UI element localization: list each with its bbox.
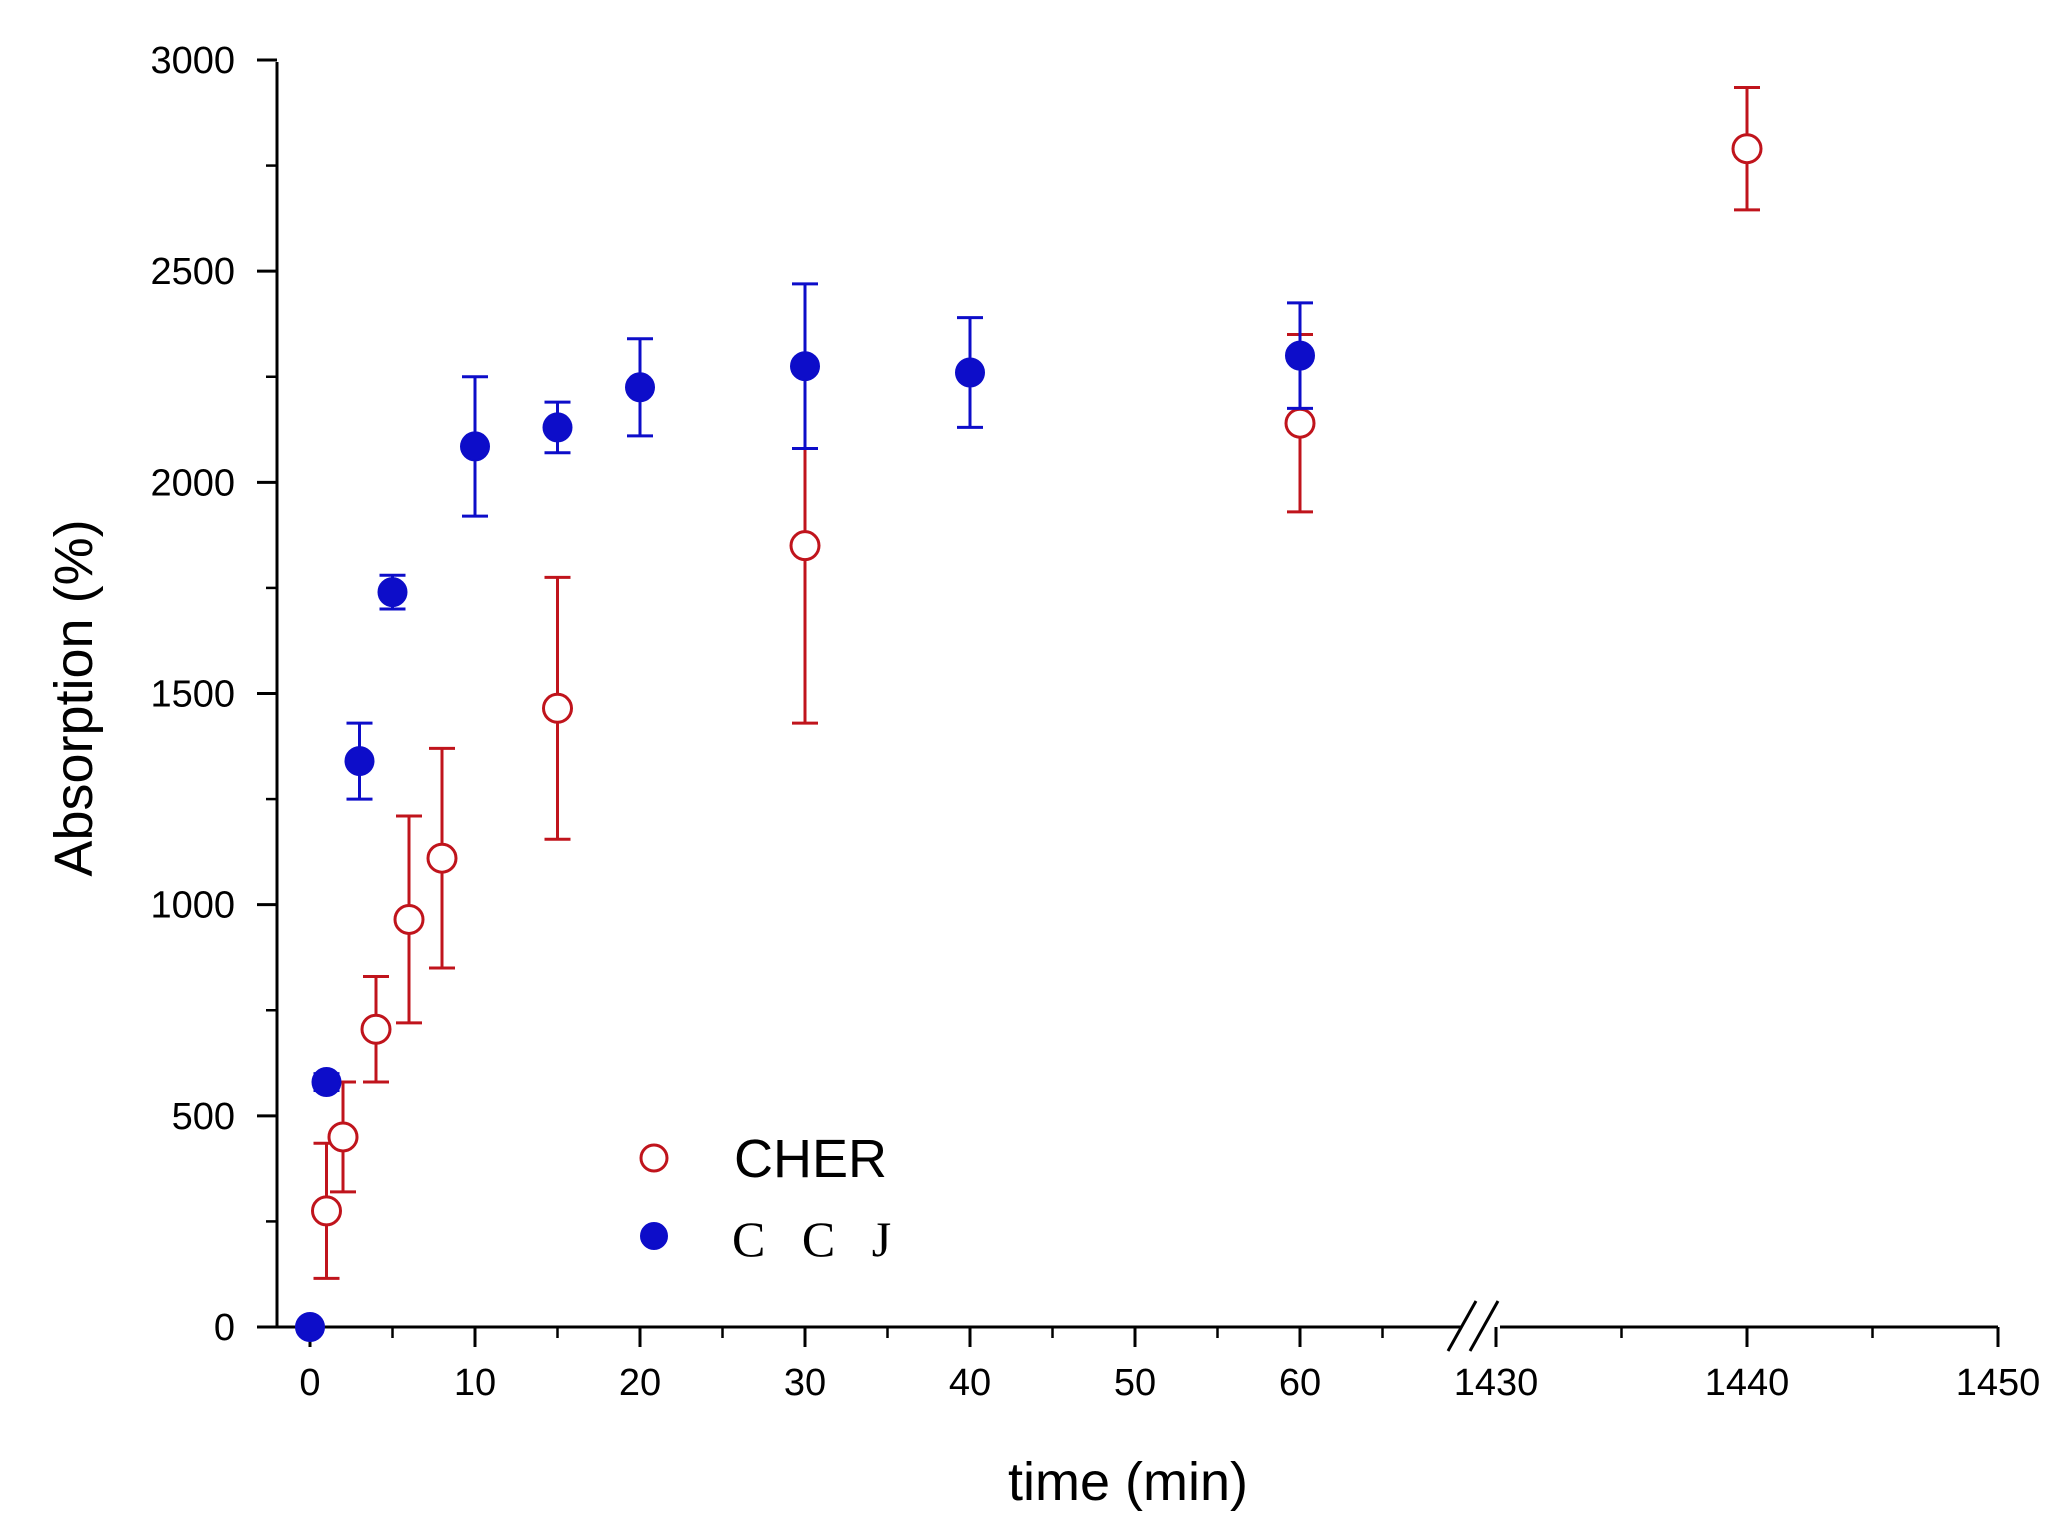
data-point [344, 746, 375, 777]
data-point [426, 842, 458, 874]
data-point [542, 412, 573, 443]
legend-label-cher: CHER [734, 1129, 887, 1189]
data-point [377, 577, 408, 608]
legend: CHER C C J [639, 1129, 903, 1267]
data-point [1284, 407, 1316, 439]
x-tick-label: 20 [619, 1362, 661, 1404]
x-tick-label: 1440 [1705, 1362, 1790, 1404]
data-point [789, 530, 821, 562]
y-tick-label: 0 [214, 1307, 235, 1349]
data-point [542, 692, 573, 724]
y-axis-ticks: 0 500 1000 1500 2000 2500 3000 [150, 40, 277, 1349]
x-tick-label: 60 [1279, 1362, 1321, 1404]
data-point [393, 903, 425, 935]
data-point [1285, 340, 1315, 371]
series-ccj [295, 282, 1315, 1342]
data-point [955, 357, 985, 388]
x-tick-label: 50 [1114, 1362, 1156, 1404]
data-point [790, 351, 820, 382]
data-point [311, 1067, 342, 1098]
axis-break-mark [1446, 1300, 1478, 1352]
data-series [295, 85, 1763, 1342]
x-tick-label: 1430 [1454, 1362, 1539, 1404]
y-tick-label: 2000 [150, 462, 235, 504]
legend-marker-cher [639, 1143, 669, 1173]
axis-break-mark [1468, 1300, 1500, 1352]
axes [275, 62, 1998, 1352]
data-point [295, 1312, 325, 1342]
x-tick-label: 0 [299, 1362, 320, 1404]
y-tick-label: 2500 [150, 251, 235, 293]
x-tick-label: 1450 [1956, 1362, 2041, 1404]
data-point [327, 1121, 359, 1153]
data-point [360, 1013, 392, 1045]
y-tick-label: 500 [172, 1096, 235, 1138]
y-axis-title: Absorption (%) [44, 519, 104, 876]
x-tick-label: 10 [454, 1362, 496, 1404]
legend-marker-ccj [640, 1222, 668, 1250]
legend-label-ccj: C C J [732, 1211, 903, 1267]
data-point [1731, 133, 1763, 165]
x-tick-label: 40 [949, 1362, 991, 1404]
x-axis-ticks: 0 10 20 30 40 50 60 1430 1440 1450 [299, 1327, 2040, 1404]
x-tick-label: 30 [784, 1362, 826, 1404]
y-tick-label: 1500 [150, 674, 235, 716]
series-cher [311, 85, 1763, 1280]
y-tick-label: 1000 [150, 885, 235, 927]
data-point [460, 431, 490, 462]
x-axis-title: time (min) [1008, 1452, 1248, 1512]
data-point [625, 372, 655, 403]
y-tick-label: 3000 [150, 40, 235, 82]
data-point [311, 1195, 342, 1227]
